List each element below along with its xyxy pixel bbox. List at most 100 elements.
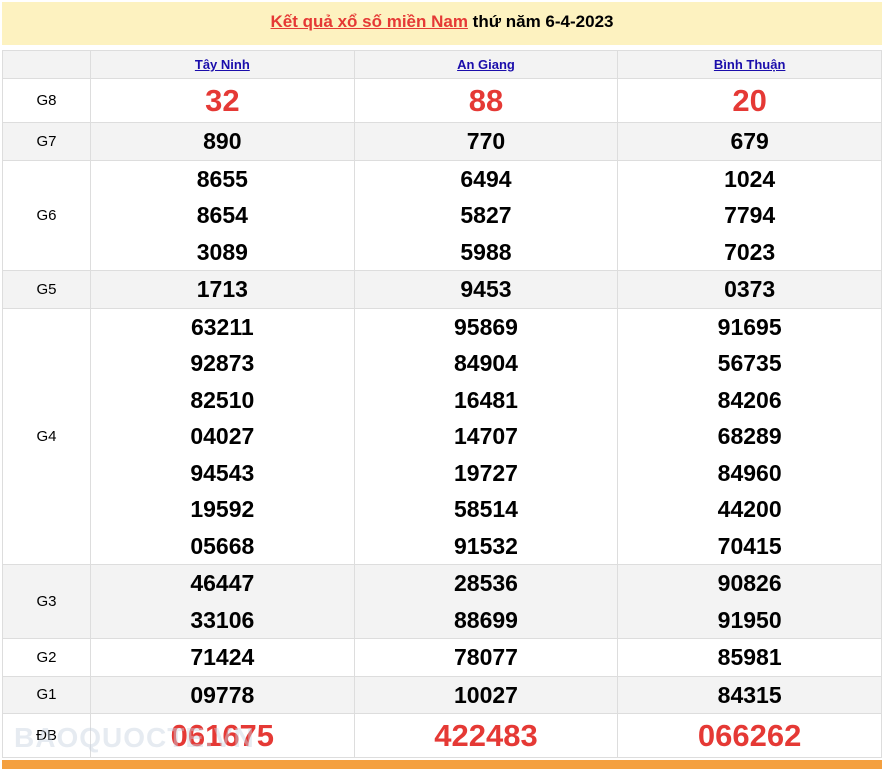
prize-cell: 061675: [90, 713, 355, 758]
prize-label: G4: [2, 307, 91, 565]
prize-number: 63211: [190, 313, 254, 340]
prize-number: 6494: [460, 165, 512, 192]
province-header: Bình Thuận: [617, 50, 882, 79]
prize-label: G6: [2, 159, 91, 271]
prize-label: G3: [2, 564, 91, 639]
prize-cell: 1024 7794 7023: [617, 159, 882, 271]
prize-number: 84315: [717, 681, 782, 708]
prize-number: 09778: [190, 681, 255, 708]
prize-cell: 679: [617, 122, 882, 161]
prize-number: 3089: [196, 238, 248, 265]
prize-number: 5827: [460, 202, 512, 228]
prize-cell: 63211 92873 82510 04027 94543 19592 05668: [90, 307, 355, 565]
prize-number: 85981: [717, 644, 782, 670]
prize-label: G1: [2, 675, 91, 714]
prize-number: 44200: [717, 496, 782, 522]
prize-cell: 28536 88699: [353, 564, 619, 639]
prize-cell: 85981: [617, 638, 882, 677]
prize-cell: 6494 5827 5988: [353, 159, 619, 271]
prize-cell: 8655 8654 3089: [90, 159, 355, 271]
prize-row: G8 32 88 20: [2, 78, 882, 123]
prize-cell: 890: [90, 122, 355, 161]
results-link[interactable]: Kết quả xổ số miền Nam: [270, 12, 468, 31]
prize-number: 14707: [454, 423, 518, 449]
prize-number: 7023: [724, 238, 776, 265]
prize-cell: 90826 91950: [617, 564, 882, 639]
prize-cell: 9453: [353, 270, 619, 309]
prize-number: 95869: [454, 313, 518, 340]
prize-cell: 91695 56735 84206 68289 84960 44200 70415: [617, 307, 882, 565]
prize-number: 28536: [454, 570, 518, 596]
prize-number: 5988: [460, 238, 512, 265]
prize-number: 16481: [454, 386, 518, 413]
prize-cell: 1713: [90, 270, 355, 309]
prize-number: 70415: [717, 532, 782, 559]
prize-number: 19727: [454, 459, 518, 486]
prize-number: 91950: [717, 606, 782, 633]
prize-number: 1024: [724, 165, 776, 192]
prize-number: 71424: [190, 644, 255, 670]
prize-number: 58514: [454, 496, 518, 522]
prize-number: 066262: [697, 718, 802, 753]
prize-label: G8: [2, 78, 91, 123]
prize-row: G6 8655 8654 3089 6494 5827 5988 1024 7794 7023: [2, 159, 882, 271]
prize-cell: 88: [353, 78, 619, 123]
prize-cell: 32: [90, 78, 355, 123]
prize-number: 46447: [190, 570, 255, 596]
prize-number: 88: [468, 83, 504, 118]
prize-row: G3 46447 33106 28536 88699 90826 91950: [2, 564, 882, 639]
prize-number: 33106: [190, 606, 255, 633]
province-link[interactable]: An Giang: [457, 57, 515, 72]
province-link[interactable]: Tây Ninh: [194, 57, 250, 72]
prize-number: 92873: [190, 350, 255, 376]
prize-number: 05668: [190, 532, 255, 559]
prize-number: 68289: [717, 423, 782, 449]
prize-row: G7 890 770 679: [2, 122, 882, 161]
prize-number: 19592: [190, 496, 255, 522]
prize-cell: 78077: [353, 638, 619, 677]
province-header: An Giang: [353, 50, 619, 79]
date-text: thứ năm 6-4-2023: [467, 12, 614, 31]
prize-number: 1713: [196, 276, 248, 302]
prize-cell: 71424: [90, 638, 355, 677]
page-title: Kết quả xổ số miền Nam thứ năm 6-4-2023: [2, 2, 882, 45]
prize-label: ĐB: [2, 713, 91, 758]
prize-number: 56735: [717, 350, 782, 376]
prize-number: 8655: [196, 165, 248, 192]
prize-number: 82510: [190, 386, 255, 413]
prize-number: 04027: [190, 423, 255, 449]
prize-label: G7: [2, 122, 91, 161]
header-empty: [2, 50, 91, 79]
prize-number: 7794: [724, 202, 776, 228]
prize-label: G5: [2, 270, 91, 309]
prize-number: 422483: [434, 718, 538, 753]
prize-cell: 066262: [617, 713, 882, 758]
prize-cell: 0373: [617, 270, 882, 309]
prize-cell: 422483: [353, 713, 619, 758]
prize-number: 679: [730, 128, 769, 154]
prize-row: G4 63211 92873 82510 04027 94543 19592 05668 958…: [2, 307, 882, 565]
prize-row: G1 09778 10027 84315: [2, 675, 882, 714]
prize-cell: 10027: [353, 675, 619, 714]
prize-cell: 84315: [617, 675, 882, 714]
province-link[interactable]: Bình Thuận: [713, 57, 786, 72]
prize-number: 88699: [454, 606, 518, 633]
results-table: Tây Ninh An Giang Bình Thuận G8 32 88 20 G7 890…: [2, 50, 882, 758]
prize-row: ĐB 061675 422483 066262: [2, 713, 882, 758]
prize-number: 770: [466, 128, 506, 154]
prize-number: 91532: [454, 532, 518, 559]
prize-number: 91695: [717, 313, 782, 340]
province-header: Tây Ninh: [90, 50, 355, 79]
prize-number: 32: [205, 83, 240, 118]
prize-row: G5 1713 9453 0373: [2, 270, 882, 309]
prize-number: 10027: [454, 681, 518, 708]
footer-bar: [2, 760, 882, 769]
prize-number: 20: [732, 83, 767, 118]
prize-row: G2 71424 78077 85981: [2, 638, 882, 677]
prize-number: 84206: [717, 386, 782, 413]
prize-number: 84904: [454, 350, 518, 376]
prize-number: 890: [203, 128, 242, 154]
prize-number: 94543: [190, 459, 255, 486]
prize-number: 9453: [460, 276, 512, 302]
prize-cell: 20: [617, 78, 882, 123]
